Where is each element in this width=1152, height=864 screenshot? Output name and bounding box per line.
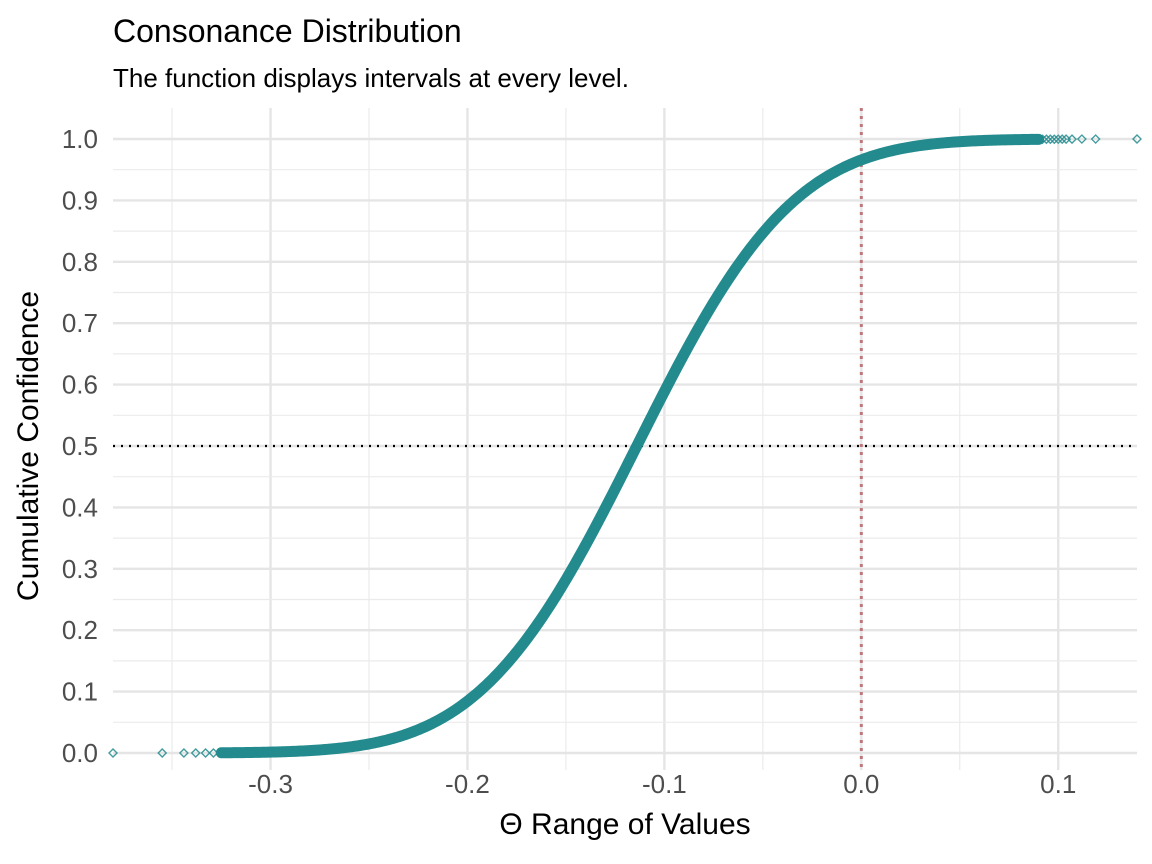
data-point (216, 748, 227, 758)
y-tick-label: 0.3 (62, 554, 98, 584)
data-point (1053, 134, 1064, 145)
y-axis-label: Cumulative Confidence (12, 291, 45, 601)
chart-subtitle: The function displays intervals at every… (113, 63, 629, 93)
data-point (1132, 134, 1142, 144)
confidence-curve-band (215, 133, 1045, 759)
chart-title: Consonance Distribution (113, 13, 462, 49)
x-axis-label: Θ Range of Values (499, 808, 750, 841)
y-tick-label: 0.6 (62, 370, 98, 400)
data-point (157, 748, 168, 758)
data-point (1076, 134, 1087, 145)
data-point (1090, 134, 1101, 145)
data-points (108, 134, 1142, 758)
data-point (1045, 134, 1056, 145)
data-point (259, 747, 270, 758)
y-tick-label: 0.4 (62, 492, 98, 522)
data-point (423, 720, 434, 731)
data-point (383, 734, 394, 745)
data-point (659, 387, 670, 398)
data-point (1013, 134, 1024, 145)
y-tick-label: 0.5 (62, 431, 98, 461)
data-point (698, 315, 709, 326)
data-point (190, 748, 201, 758)
data-point (200, 748, 211, 758)
x-tick-label: -0.2 (445, 769, 490, 799)
data-point (501, 658, 512, 669)
y-tick-label: 0.9 (62, 185, 98, 215)
data-point (462, 695, 473, 706)
data-point (580, 539, 591, 550)
data-point (304, 745, 315, 756)
data-point (738, 253, 749, 264)
data-point (1037, 134, 1048, 145)
y-tick-label: 0.7 (62, 308, 98, 338)
data-point (208, 748, 219, 758)
data-point (178, 748, 189, 758)
data-point (541, 606, 552, 617)
confidence-curve (215, 133, 1045, 759)
data-point (1057, 134, 1068, 145)
y-tick-label: 0.1 (62, 677, 98, 707)
x-tick-label: -0.1 (642, 769, 687, 799)
data-point (1049, 134, 1060, 145)
x-axis-ticks: -0.3 -0.2 -0.1 0.0 0.1 (248, 769, 1076, 799)
data-point (935, 138, 946, 149)
data-point (108, 748, 118, 758)
y-axis-ticks: 0.0 0.1 0.2 0.3 0.4 0.5 0.6 0.7 0.8 0.9 1.0 (62, 124, 98, 768)
data-point (816, 175, 827, 186)
x-tick-label: -0.3 (248, 769, 293, 799)
data-point (631, 441, 642, 451)
y-tick-label: 0.0 (62, 738, 98, 768)
x-tick-label: 0.1 (1040, 769, 1076, 799)
data-point (1041, 134, 1052, 145)
y-tick-label: 0.8 (62, 247, 98, 277)
x-tick-label: 0.0 (843, 769, 879, 799)
data-point (856, 154, 867, 165)
y-tick-label: 1.0 (62, 124, 98, 154)
data-point (1061, 134, 1072, 145)
data-point (344, 741, 355, 752)
data-point (895, 143, 906, 154)
data-point (974, 135, 985, 146)
grid-lines (113, 108, 1137, 770)
data-point (777, 207, 788, 218)
y-tick-label: 0.2 (62, 615, 98, 645)
reference-lines (113, 108, 1137, 770)
data-point (620, 464, 630, 475)
